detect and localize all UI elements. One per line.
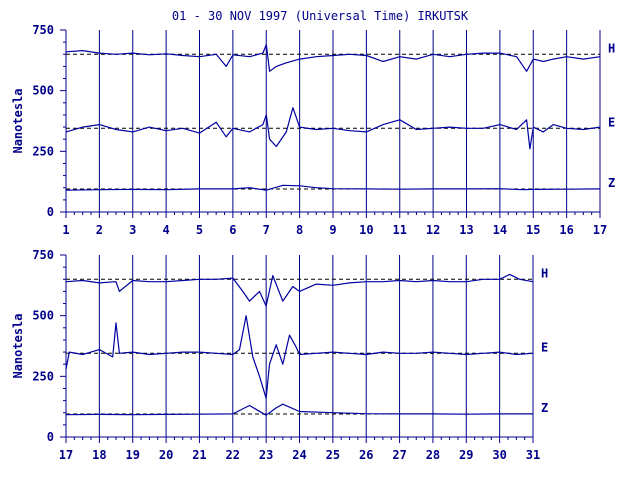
x-tick-label: 1 — [62, 223, 69, 237]
x-tick-label: 5 — [196, 223, 203, 237]
x-tick-label: 25 — [326, 448, 340, 462]
y-tick-label: 750 — [32, 248, 54, 262]
x-tick-label: 27 — [392, 448, 406, 462]
y-axis-label: Nanotesla — [11, 313, 25, 378]
x-tick-label: 23 — [259, 448, 273, 462]
x-tick-label: 2 — [96, 223, 103, 237]
x-tick-label: 10 — [359, 223, 373, 237]
x-tick-label: 3 — [129, 223, 136, 237]
x-tick-label: 17 — [59, 448, 73, 462]
series-line-e — [65, 107, 601, 150]
component-label-z: Z — [608, 176, 615, 190]
x-tick-label: 16 — [559, 223, 573, 237]
x-tick-label: 29 — [459, 448, 473, 462]
x-tick-label: 7 — [263, 223, 270, 237]
series-line-e — [65, 315, 534, 399]
magnetogram-panel-bottom: 0 250 500 750 17 18 19 20 21 22 23 24 25 26 27 28 29 30 31… — [11, 248, 548, 462]
x-tick-label: 8 — [296, 223, 303, 237]
x-tick-label: 20 — [159, 448, 173, 462]
x-tick-label: 13 — [459, 223, 473, 237]
y-tick-label: 0 — [47, 205, 54, 219]
component-label-h: H — [608, 41, 615, 55]
x-tick-label: 17 — [593, 223, 607, 237]
x-tick-label: 4 — [163, 223, 170, 237]
x-tick-label: 28 — [426, 448, 440, 462]
x-tick-label: 24 — [292, 448, 306, 462]
x-tick-label: 31 — [526, 448, 540, 462]
y-tick-label: 500 — [32, 309, 54, 323]
y-tick-label: 0 — [47, 430, 54, 444]
component-label-e: E — [608, 115, 615, 129]
x-tick-label: 18 — [92, 448, 106, 462]
x-tick-label: 14 — [493, 223, 507, 237]
y-axis-label: Nanotesla — [11, 88, 25, 153]
chart-title: 01 - 30 NOV 1997 (Universal Time) IRKUTS… — [172, 9, 469, 23]
series-line-h — [65, 43, 601, 72]
component-label-h: H — [541, 266, 548, 280]
x-tick-label: 26 — [359, 448, 373, 462]
y-tick-label: 500 — [32, 84, 54, 98]
x-tick-label: 9 — [329, 223, 336, 237]
series-line-z — [65, 403, 533, 416]
component-label-z: Z — [541, 401, 548, 415]
x-tick-label: 6 — [229, 223, 236, 237]
y-tick-label: 750 — [32, 23, 54, 37]
series-line-z — [65, 184, 601, 191]
x-tick-label: 12 — [426, 223, 440, 237]
y-tick-label: 250 — [32, 369, 54, 383]
x-tick-label: 19 — [125, 448, 139, 462]
y-tick-label: 250 — [32, 144, 54, 158]
x-tick-label: 30 — [492, 448, 506, 462]
x-tick-label: 22 — [226, 448, 240, 462]
x-tick-label: 11 — [393, 223, 407, 237]
x-tick-label: 21 — [192, 448, 206, 462]
component-label-e: E — [541, 340, 548, 354]
series-line-h — [65, 273, 534, 307]
x-tick-label: 15 — [526, 223, 540, 237]
